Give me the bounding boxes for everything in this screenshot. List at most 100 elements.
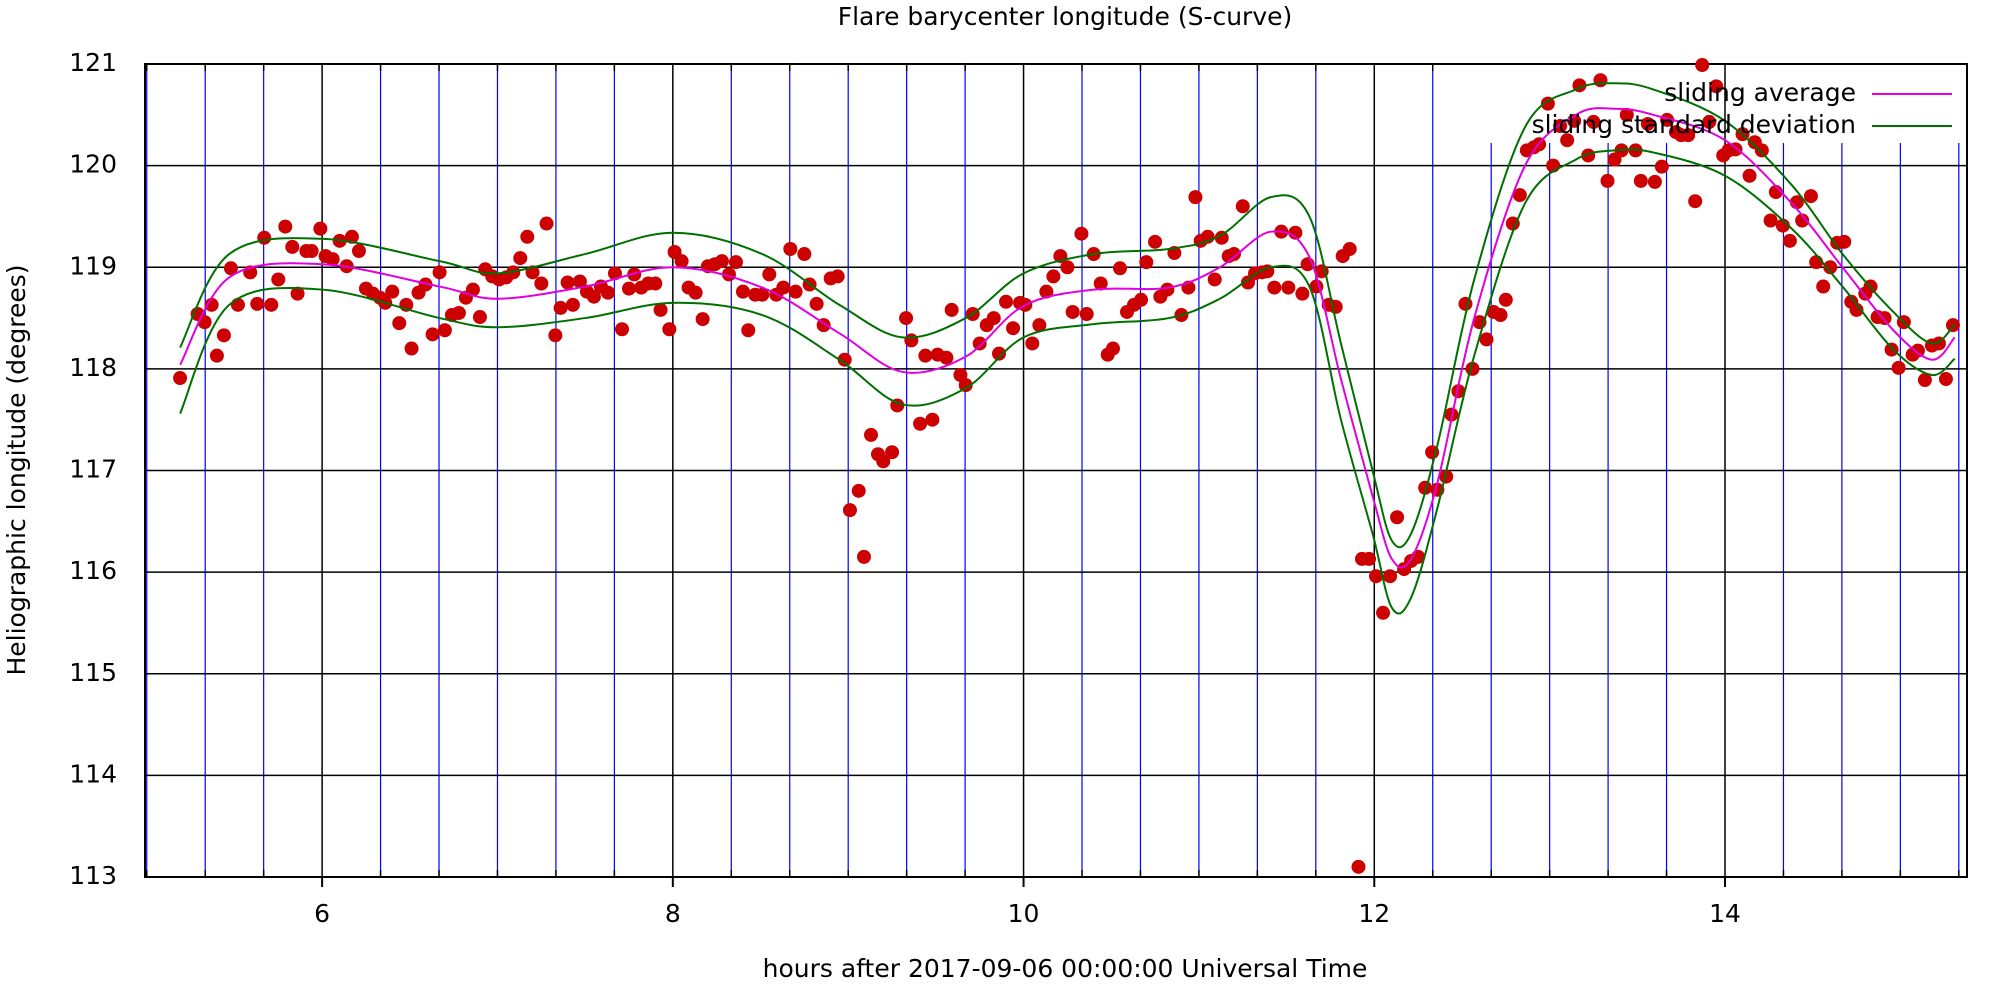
data-point xyxy=(788,284,803,299)
data-point xyxy=(1281,280,1296,295)
data-point xyxy=(1006,321,1021,336)
data-point xyxy=(1148,234,1163,249)
data-point xyxy=(913,416,928,431)
data-point xyxy=(1451,384,1466,399)
data-point xyxy=(565,297,580,312)
data-point xyxy=(1849,302,1864,317)
plot-frame xyxy=(144,63,1968,878)
data-point xyxy=(1823,260,1838,275)
y-tick-label: 114 xyxy=(69,759,117,788)
data-point xyxy=(1288,225,1303,240)
data-point xyxy=(662,322,677,337)
data-point xyxy=(1214,230,1229,245)
data-point xyxy=(925,412,940,427)
data-point xyxy=(1742,168,1757,183)
data-point xyxy=(425,327,440,342)
data-point xyxy=(621,281,636,296)
data-point xyxy=(728,255,743,270)
data-point xyxy=(1342,241,1357,256)
data-point xyxy=(695,312,710,327)
data-point xyxy=(1235,199,1250,214)
data-point xyxy=(1647,174,1662,189)
x-tick-label: 12 xyxy=(1358,899,1390,928)
data-point xyxy=(899,311,914,326)
data-point xyxy=(776,280,791,295)
data-point xyxy=(607,266,622,281)
data-point xyxy=(553,300,568,315)
data-point xyxy=(204,297,219,312)
data-point xyxy=(1938,372,1953,387)
data-point xyxy=(714,254,729,269)
data-point xyxy=(944,302,959,317)
data-point xyxy=(392,316,407,331)
data-point xyxy=(257,230,272,245)
data-point xyxy=(863,427,878,442)
data-point xyxy=(830,269,845,284)
y-axis-label: Heliographic longitude (degrees) xyxy=(2,264,31,675)
x-tick-label: 10 xyxy=(1008,899,1040,928)
data-point xyxy=(1877,311,1892,326)
data-point xyxy=(520,229,535,244)
data-point xyxy=(1660,112,1675,127)
data-point xyxy=(1816,279,1831,294)
x-tick-label: 8 xyxy=(665,899,681,928)
data-point xyxy=(1695,58,1710,73)
data-point xyxy=(1640,116,1655,131)
data-point xyxy=(1600,173,1615,188)
data-point xyxy=(1065,304,1080,319)
x-tick-label: 6 xyxy=(314,899,330,928)
data-point xyxy=(223,261,238,276)
data-point xyxy=(992,346,1007,361)
data-point xyxy=(250,296,265,311)
data-point xyxy=(1134,292,1149,307)
data-point xyxy=(572,274,587,289)
data-point xyxy=(648,276,663,291)
data-point xyxy=(539,216,554,231)
y-tick-label: 115 xyxy=(69,658,117,687)
data-point xyxy=(325,252,340,267)
data-point xyxy=(783,241,798,256)
data-point xyxy=(1295,286,1310,301)
data-point xyxy=(1188,190,1203,205)
data-point xyxy=(351,243,366,258)
data-point xyxy=(809,296,824,311)
y-tick-label: 113 xyxy=(69,861,117,890)
data-point xyxy=(904,333,919,348)
data-point xyxy=(1074,226,1089,241)
data-point xyxy=(513,251,528,266)
data-point xyxy=(1782,233,1797,248)
data-point xyxy=(1505,216,1520,231)
data-point xyxy=(614,322,629,337)
data-point xyxy=(290,286,305,301)
data-point xyxy=(216,328,231,343)
data-point xyxy=(1039,284,1054,299)
data-point xyxy=(173,371,188,386)
data-point xyxy=(1763,213,1778,228)
data-point xyxy=(653,302,668,317)
data-point xyxy=(1362,551,1377,566)
y-tick-label: 121 xyxy=(69,48,117,77)
data-point xyxy=(1439,469,1454,484)
legend-label: sliding standard deviation xyxy=(1532,110,1856,139)
data-point xyxy=(1139,255,1154,270)
data-point xyxy=(1105,341,1120,356)
series-line xyxy=(179,82,1956,549)
data-point xyxy=(432,265,447,280)
data-point xyxy=(1586,114,1601,129)
data-point xyxy=(472,310,487,325)
data-point xyxy=(837,352,852,367)
data-point xyxy=(918,348,933,363)
data-point xyxy=(876,454,891,469)
data-point xyxy=(1619,107,1634,122)
data-point xyxy=(1891,360,1906,375)
data-point xyxy=(1803,189,1818,204)
data-point xyxy=(1688,194,1703,209)
data-point xyxy=(271,272,286,287)
data-point xyxy=(560,275,575,290)
data-point xyxy=(1093,276,1108,291)
data-point xyxy=(209,348,224,363)
data-point xyxy=(1633,173,1648,188)
data-point xyxy=(986,311,1001,326)
data-point xyxy=(1702,114,1717,129)
